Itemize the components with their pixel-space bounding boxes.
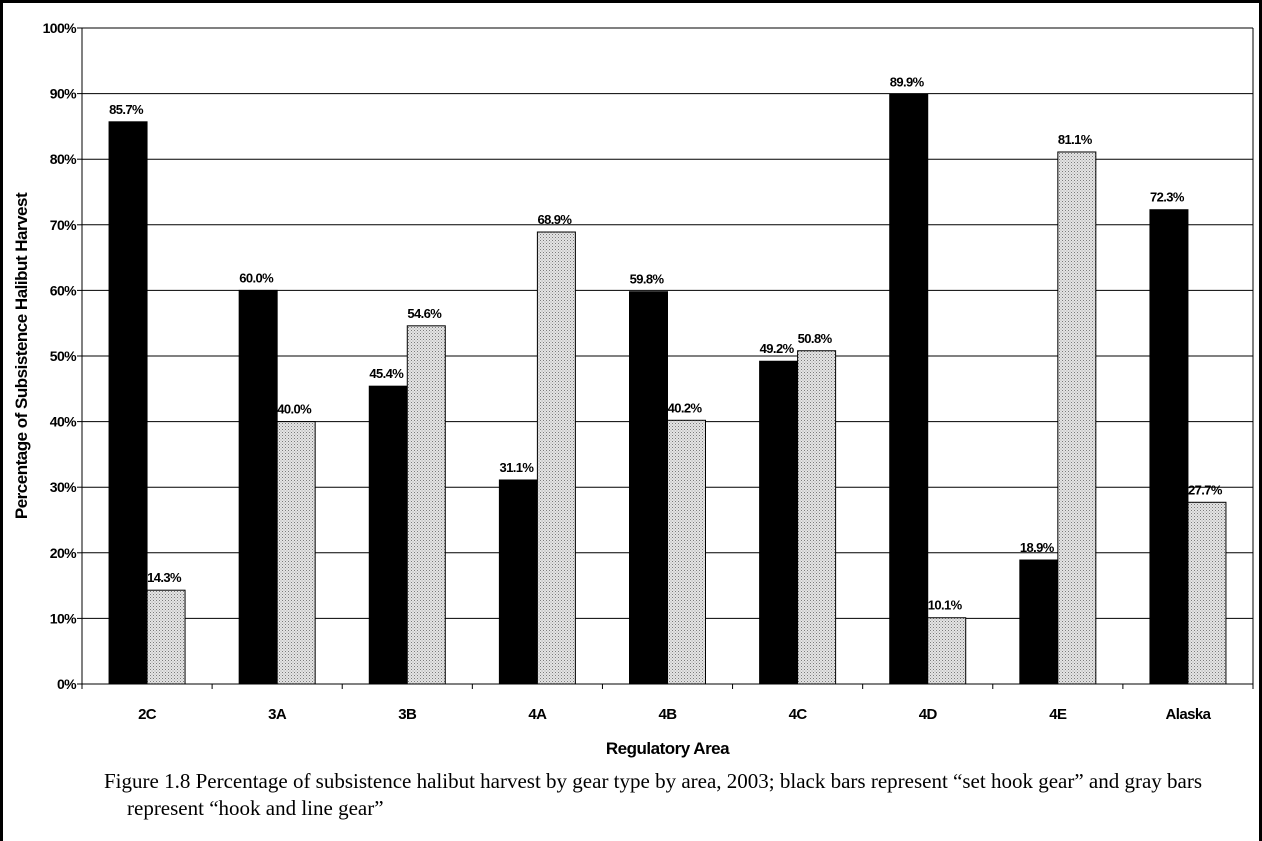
- y-tick-label: 40%: [50, 414, 77, 430]
- y-tick-label: 100%: [43, 20, 78, 36]
- data-label: 72.3%: [1150, 190, 1185, 205]
- y-tick-label: 20%: [50, 545, 77, 561]
- bar-alaska-series-1: [1149, 209, 1189, 685]
- bar-4b-series-1: [629, 291, 668, 685]
- bar-4d-series-2: [927, 617, 967, 685]
- bar-3a-series-1: [238, 289, 278, 685]
- y-tick-label: 30%: [50, 479, 77, 495]
- data-label: 14.3%: [147, 570, 182, 585]
- data-label: 54.6%: [407, 306, 442, 321]
- data-label: 27.7%: [1188, 482, 1223, 497]
- y-tick-label: 50%: [50, 348, 77, 364]
- axes: 0% 10% 20% 30% 40% 50% 60% 70% 80% 90% 100% 2C 3A 3B 4…: [43, 20, 1254, 723]
- bar-3a-series-2: [276, 421, 316, 685]
- bar-3b-series-1: [368, 385, 408, 685]
- bar-4a-series-2: [536, 231, 576, 685]
- x-tick-label: Alaska: [1166, 706, 1212, 723]
- bar-4c-series-2: [797, 350, 837, 685]
- x-tick-label: 3B: [398, 706, 417, 723]
- data-label: 45.4%: [369, 366, 404, 381]
- y-tick-label: 70%: [50, 217, 77, 233]
- bar-4b-series-2: [667, 419, 706, 685]
- x-tick-label: 4D: [919, 706, 938, 723]
- x-tick-label: 4A: [528, 706, 547, 723]
- bar-2c-series-2: [146, 589, 186, 685]
- x-tick-label: 2C: [138, 706, 157, 723]
- data-label: 18.9%: [1020, 540, 1055, 555]
- bar-4e-series-2: [1057, 151, 1097, 685]
- bar-3b-series-2: [406, 325, 446, 685]
- data-label: 40.0%: [277, 402, 312, 417]
- x-tick-label: 4E: [1049, 706, 1067, 723]
- x-tick-label: 4B: [659, 706, 678, 723]
- x-axis-title: Regulatory Area: [606, 739, 730, 758]
- y-axis-title: Percentage of Subsistence Halibut Harves…: [12, 192, 31, 519]
- y-tick-label: 90%: [50, 86, 77, 102]
- y-tick-label: 80%: [50, 151, 77, 167]
- bars: [108, 93, 1227, 685]
- y-tick-label: 0%: [57, 676, 77, 692]
- bar-alaska-series-2: [1187, 501, 1227, 685]
- bar-4e-series-1: [1019, 559, 1059, 685]
- x-tick-label: 3A: [268, 706, 287, 723]
- data-labels: 85.7% 14.3% 60.0% 40.0% 45.4% 54.6% 31.1% 68.9%…: [109, 74, 1223, 612]
- data-label: 40.2%: [668, 400, 703, 415]
- data-label: 59.8%: [630, 272, 665, 287]
- bar-chart: 0% 10% 20% 30% 40% 50% 60% 70% 80% 90% 100% 2C 3A 3B 4…: [12, 20, 1254, 758]
- data-label: 50.8%: [798, 331, 833, 346]
- bar-2c-series-1: [108, 121, 148, 685]
- data-label: 49.2%: [760, 341, 795, 356]
- figure-caption: Figure 1.8 Percentage of subsistence hal…: [104, 769, 1203, 820]
- data-label: 85.7%: [109, 102, 144, 117]
- y-tick-label: 10%: [50, 610, 77, 626]
- data-label: 81.1%: [1058, 132, 1093, 147]
- data-label: 31.1%: [499, 460, 534, 475]
- bar-4c-series-1: [759, 360, 799, 685]
- data-label: 10.1%: [928, 598, 963, 613]
- data-label: 89.9%: [890, 74, 925, 89]
- data-label: 60.0%: [239, 270, 274, 285]
- x-tick-label: 4C: [789, 706, 808, 723]
- bar-4d-series-1: [889, 93, 929, 685]
- y-tick-label: 60%: [50, 282, 77, 298]
- data-label: 68.9%: [537, 212, 572, 227]
- bar-4a-series-1: [498, 479, 538, 685]
